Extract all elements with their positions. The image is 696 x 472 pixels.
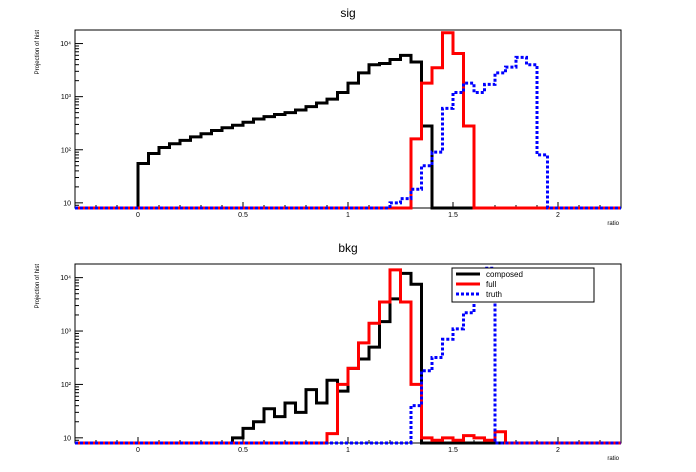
panel-sig: sig 0 0.5 1 1.5 2 ratio 10 10² 10³ 10⁴ Projection o… bbox=[35, 6, 622, 227]
panel-title: bkg bbox=[338, 241, 357, 255]
legend-label-truth: truth bbox=[486, 290, 502, 299]
y-tick-label: 10⁴ bbox=[60, 41, 71, 48]
x-tick-label: 1 bbox=[346, 447, 350, 454]
x-axis-title: ratio bbox=[607, 221, 619, 227]
series-truth-line bbox=[75, 55, 621, 210]
y-axis-title: Projection of hist bbox=[35, 264, 41, 309]
plot-frame bbox=[74, 29, 622, 209]
panel-title: sig bbox=[340, 6, 355, 20]
x-tick-label: 1 bbox=[346, 212, 350, 219]
panel-bkg: bkg 0 0.5 1 1.5 2 ratio 10 10² 10³ 10⁴ Projection o… bbox=[35, 241, 622, 462]
x-tick-label: 0.5 bbox=[238, 212, 248, 219]
y-tick-label: 10² bbox=[61, 147, 72, 154]
y-tick-label: 10³ bbox=[61, 94, 72, 101]
x-axis-title: ratio bbox=[607, 456, 619, 462]
y-tick-label: 10 bbox=[63, 435, 71, 442]
x-tick-label: 2 bbox=[556, 212, 560, 219]
series-full-line bbox=[75, 31, 621, 210]
x-tick-label: 0 bbox=[136, 447, 140, 454]
x-tick-label: 1.5 bbox=[448, 447, 458, 454]
legend-label-composed: composed bbox=[486, 270, 523, 279]
y-tick-label: 10² bbox=[61, 382, 72, 389]
x-tick-label: 0.5 bbox=[238, 447, 248, 454]
series-truth-line bbox=[75, 266, 621, 445]
y-tick-label: 10⁴ bbox=[60, 275, 71, 282]
series-composed-line bbox=[75, 53, 621, 210]
x-tick-label: 1.5 bbox=[448, 212, 458, 219]
y-tick-label: 10³ bbox=[61, 329, 72, 336]
y-axis-title: Projection of hist bbox=[35, 30, 41, 75]
legend-label-full: full bbox=[486, 280, 496, 289]
x-tick-label: 2 bbox=[556, 447, 560, 454]
y-tick-label: 10 bbox=[63, 200, 71, 207]
x-tick-label: 0 bbox=[136, 212, 140, 219]
